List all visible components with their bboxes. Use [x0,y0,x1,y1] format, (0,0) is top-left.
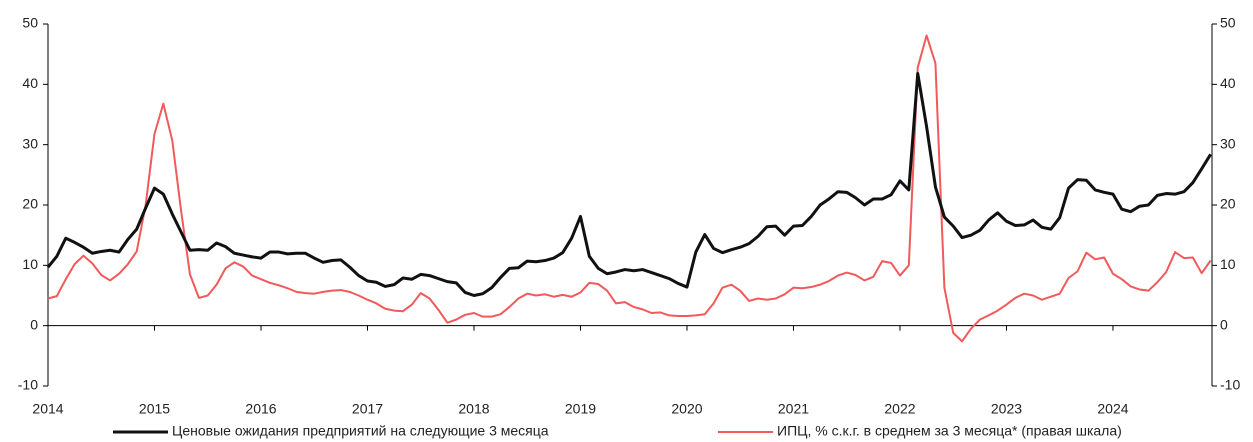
y-tick-label: 20 [22,196,38,212]
y-tick-label: 30 [22,135,38,151]
y-tick-label: 50 [22,15,38,31]
y2-tick-label: 10 [1220,256,1236,272]
x-tick-label: 2022 [884,401,915,417]
y-tick-label: 0 [30,316,38,332]
legend-label: ИПЦ, % с.к.г. в среднем за 3 месяца* (пр… [777,423,1122,439]
y-tick-label: -10 [18,377,38,393]
y2-tick-label: 40 [1220,75,1236,91]
x-tick-label: 2024 [1097,401,1128,417]
x-tick-label: 2016 [245,401,276,417]
x-tick-label: 2023 [991,401,1022,417]
y-tick-label: 10 [22,256,38,272]
y2-tick-label: 20 [1220,196,1236,212]
legend-label: Ценовые ожидания предприятий на следующи… [172,423,549,439]
y2-tick-label: 30 [1220,135,1236,151]
series-line [47,34,1212,343]
x-tick-label: 2020 [671,401,702,417]
x-tick-label: 2021 [778,401,809,417]
y-tick-label: 40 [22,75,38,91]
x-tick-label: 2018 [458,401,489,417]
series-line [46,71,1212,297]
x-tick-label: 2014 [32,401,63,417]
x-tick-label: 2015 [139,401,170,417]
x-tick-label: 2017 [352,401,383,417]
y2-tick-label: -10 [1220,377,1240,393]
x-tick-label: 2019 [565,401,596,417]
y2-tick-label: 0 [1220,316,1228,332]
y2-tick-label: 50 [1220,15,1236,31]
